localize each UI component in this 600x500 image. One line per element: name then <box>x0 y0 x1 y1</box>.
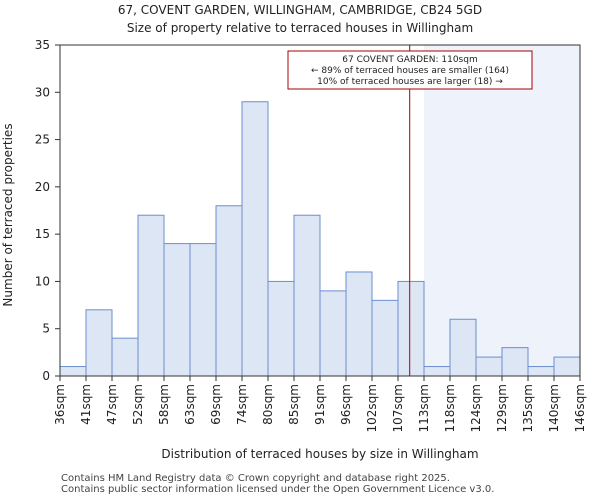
footer-line-2: Contains public sector information licen… <box>61 484 495 495</box>
y-axis-label: Number of terraced properties <box>1 123 15 306</box>
annotation-line-2: ← 89% of terraced houses are smaller (16… <box>311 66 509 76</box>
x-ticks-group: 36sqm 41sqm 47sqm 52sqm 58sqm 63sqm 69sqm 74sqm… <box>53 376 587 432</box>
bar-102sqm <box>371 299 399 377</box>
x-tick-label: 113sqm <box>417 384 431 432</box>
bar-91sqm <box>319 290 347 377</box>
bar-47sqm <box>111 337 139 377</box>
x-tick-label: 124sqm <box>469 384 483 432</box>
bar-69sqm <box>215 205 243 377</box>
x-tick-label: 140sqm <box>547 384 561 432</box>
x-axis-label: Distribution of terraced houses by size … <box>161 447 478 461</box>
annotation-line-3: 10% of terraced houses are larger (18) → <box>317 77 503 87</box>
chart-subtitle: Size of property relative to terraced ho… <box>127 21 473 35</box>
y-tick-label: 20 <box>35 180 50 194</box>
bar-41sqm <box>85 309 113 377</box>
bar-113sqm <box>423 366 451 377</box>
bar-96sqm <box>345 271 373 377</box>
y-tick-label: 35 <box>35 38 50 52</box>
x-tick-label: 63sqm <box>183 384 197 425</box>
x-tick-label: 96sqm <box>339 384 353 425</box>
y-tick-label: 5 <box>42 322 50 336</box>
bars-group <box>59 101 581 377</box>
bar-58sqm <box>163 243 191 377</box>
x-tick-label: 36sqm <box>53 384 67 425</box>
bar-135sqm <box>527 366 555 377</box>
bar-107sqm <box>397 280 425 377</box>
bar-80sqm <box>267 280 295 377</box>
chart-title: 67, COVENT GARDEN, WILLINGHAM, CAMBRIDGE… <box>118 3 482 17</box>
larger-properties-region <box>424 45 580 376</box>
bar-52sqm <box>137 214 165 377</box>
y-ticks-group: 0 5 10 15 20 25 30 35 <box>35 38 60 383</box>
annotation-line-1: 67 COVENT GARDEN: 110sqm <box>342 55 477 65</box>
x-tick-label: 118sqm <box>443 384 457 432</box>
y-tick-label: 25 <box>35 133 50 147</box>
bar-74sqm <box>241 101 269 377</box>
x-tick-label: 85sqm <box>287 384 301 425</box>
x-tick-label: 146sqm <box>573 384 587 432</box>
bar-129sqm <box>501 347 529 377</box>
annotation-box: 67 COVENT GARDEN: 110sqm ← 89% of terrac… <box>287 50 533 90</box>
x-tick-label: 47sqm <box>105 384 119 425</box>
bar-63sqm <box>189 243 217 377</box>
x-tick-label: 58sqm <box>157 384 171 425</box>
y-tick-label: 15 <box>35 227 50 241</box>
x-tick-label: 52sqm <box>131 384 145 425</box>
x-tick-label: 91sqm <box>313 384 327 425</box>
footer-line-1: Contains HM Land Registry data © Crown c… <box>61 473 450 484</box>
bar-124sqm <box>475 356 503 377</box>
x-tick-label: 80sqm <box>261 384 275 425</box>
y-tick-label: 10 <box>35 274 50 288</box>
x-tick-label: 74sqm <box>235 384 249 425</box>
bar-140sqm <box>553 356 581 377</box>
bar-118sqm <box>449 318 477 377</box>
y-tick-label: 30 <box>35 85 50 99</box>
x-tick-label: 135sqm <box>521 384 535 432</box>
x-tick-label: 102sqm <box>365 384 379 432</box>
bar-36sqm <box>59 366 87 377</box>
annotation-frame <box>287 50 533 90</box>
x-tick-label: 41sqm <box>79 384 93 425</box>
x-tick-label: 107sqm <box>391 384 405 432</box>
y-tick-label: 0 <box>42 369 50 383</box>
x-tick-label: 69sqm <box>209 384 223 425</box>
bar-85sqm <box>293 214 321 377</box>
x-tick-label: 129sqm <box>495 384 509 432</box>
